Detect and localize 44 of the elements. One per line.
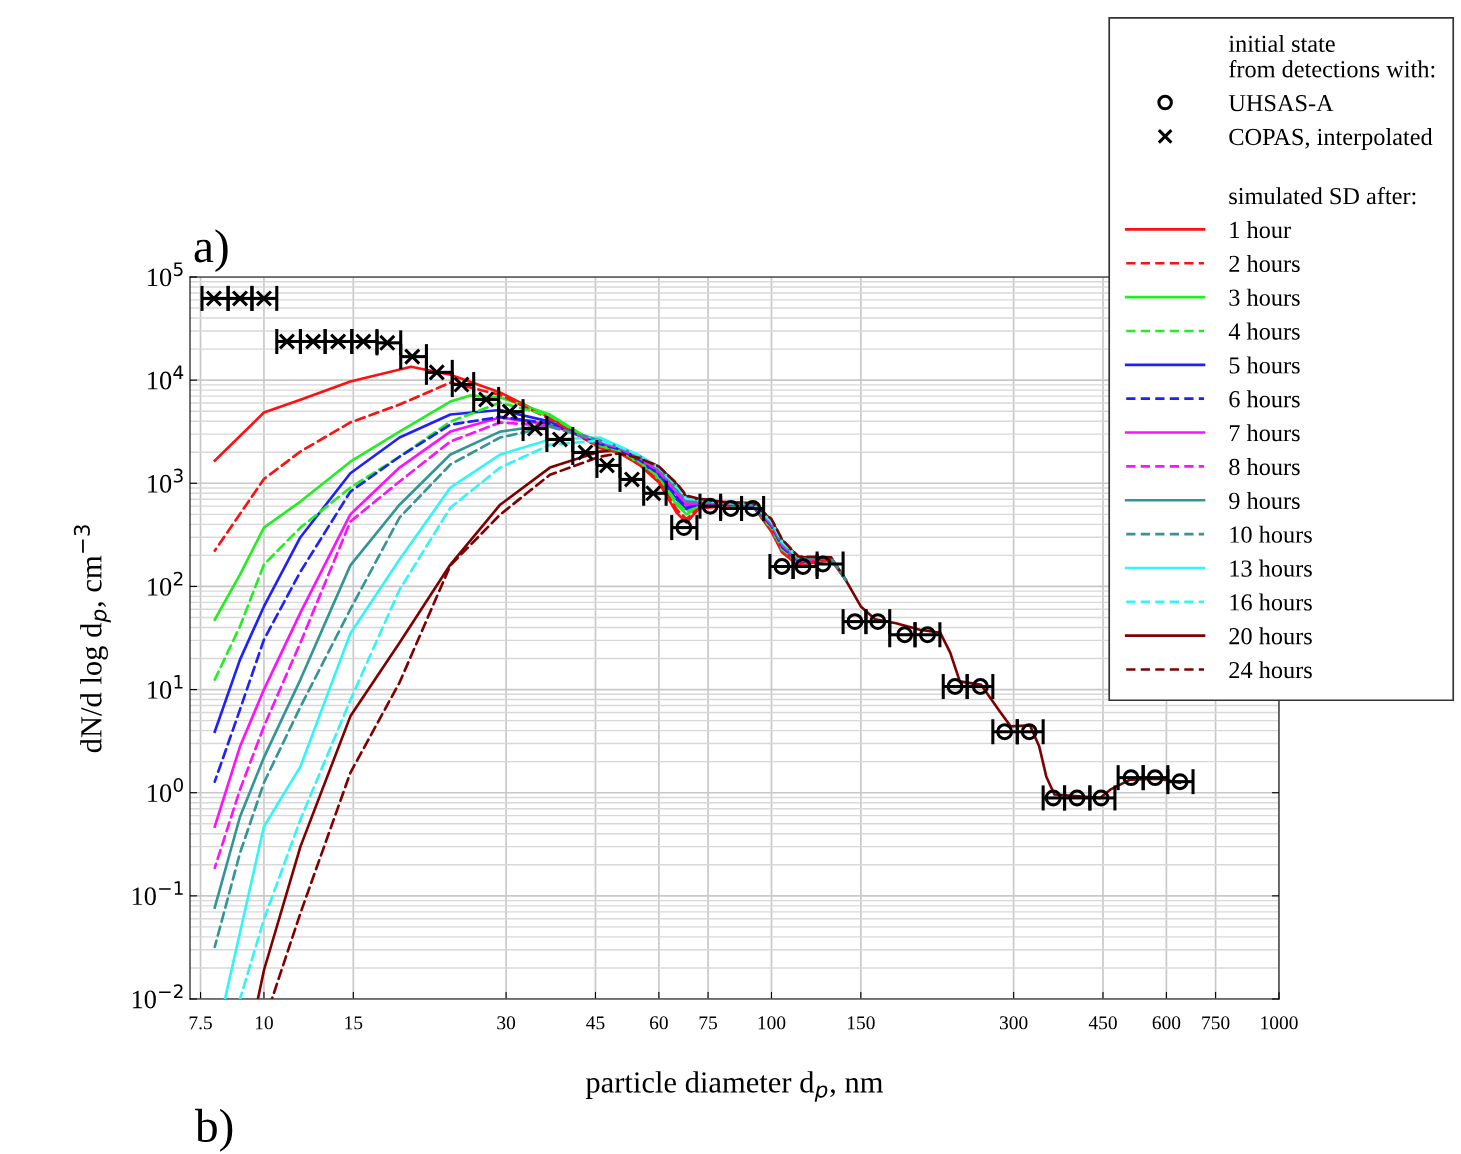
legend-label: 4 hours <box>1228 322 1300 340</box>
x-tick-label: 10 <box>255 1016 273 1030</box>
x-tick-label: 100 <box>758 1016 786 1030</box>
x-tick-label: 60 <box>649 1016 668 1030</box>
legend-label: 1 hour <box>1230 221 1291 239</box>
y-tick-label: 10$^{0}$ <box>148 778 183 803</box>
legend-label: 7 hours <box>1229 424 1300 442</box>
text: b) <box>195 1108 233 1152</box>
y-axis-title: dN/d log d$_{p}$, cm$^{−3}$ <box>73 525 111 753</box>
legend-label: 5 hours <box>1229 356 1300 374</box>
legend-label: COPAS, interpolated <box>1229 128 1433 151</box>
y-tick-label: 10$^{5}$ <box>148 262 183 287</box>
legend-label: 9 hours <box>1229 491 1300 510</box>
x-tick-label: 750 <box>1202 1016 1230 1030</box>
legend-label: 20 hours <box>1229 627 1312 645</box>
legend-label: UHSAS-A <box>1228 94 1334 112</box>
x-tick-label: 150 <box>847 1016 875 1030</box>
text: a) <box>194 229 228 273</box>
x-tick-label: 15 <box>345 1016 363 1030</box>
y-tick-label: 10$^{2}$ <box>148 571 183 596</box>
legend-label: 6 hours <box>1229 390 1300 408</box>
legend-label: 24 hours <box>1229 661 1312 679</box>
legend-label: 13 hours <box>1230 559 1312 577</box>
legend-label: 10 hours <box>1230 525 1312 543</box>
y-tick-label: 10$^{3}$ <box>148 468 183 493</box>
x-tick-label: 1000 <box>1261 1016 1298 1030</box>
text: initial state from detections with: <box>1228 34 1435 78</box>
x-tick-label: 300 <box>999 1016 1028 1030</box>
legend-label: 3 hours <box>1229 288 1300 306</box>
x-tick-label: 450 <box>1088 1016 1117 1030</box>
y-tick-label: 10$^{4}$ <box>148 365 184 390</box>
x-tick-label: 7.5 <box>189 1016 212 1030</box>
x-tick-label: 45 <box>586 1016 605 1030</box>
y-tick-label: 10$^{1}$ <box>148 675 183 699</box>
y-tick-label: 10$^{−2}$ <box>132 984 183 1009</box>
y-tick-label: 10$^{−1}$ <box>132 881 183 906</box>
legend-label: 8 hours <box>1229 458 1300 476</box>
x-tick-label: 30 <box>497 1016 516 1030</box>
text: simulated SD after: <box>1229 186 1416 205</box>
x-tick-label: 600 <box>1152 1016 1181 1030</box>
x-axis-title: particle diameter d$_{p}$, nm <box>585 1071 883 1102</box>
legend-label: 16 hours <box>1230 593 1312 611</box>
x-tick-label: 75 <box>699 1016 718 1030</box>
legend-label: 2 hours <box>1229 254 1300 273</box>
